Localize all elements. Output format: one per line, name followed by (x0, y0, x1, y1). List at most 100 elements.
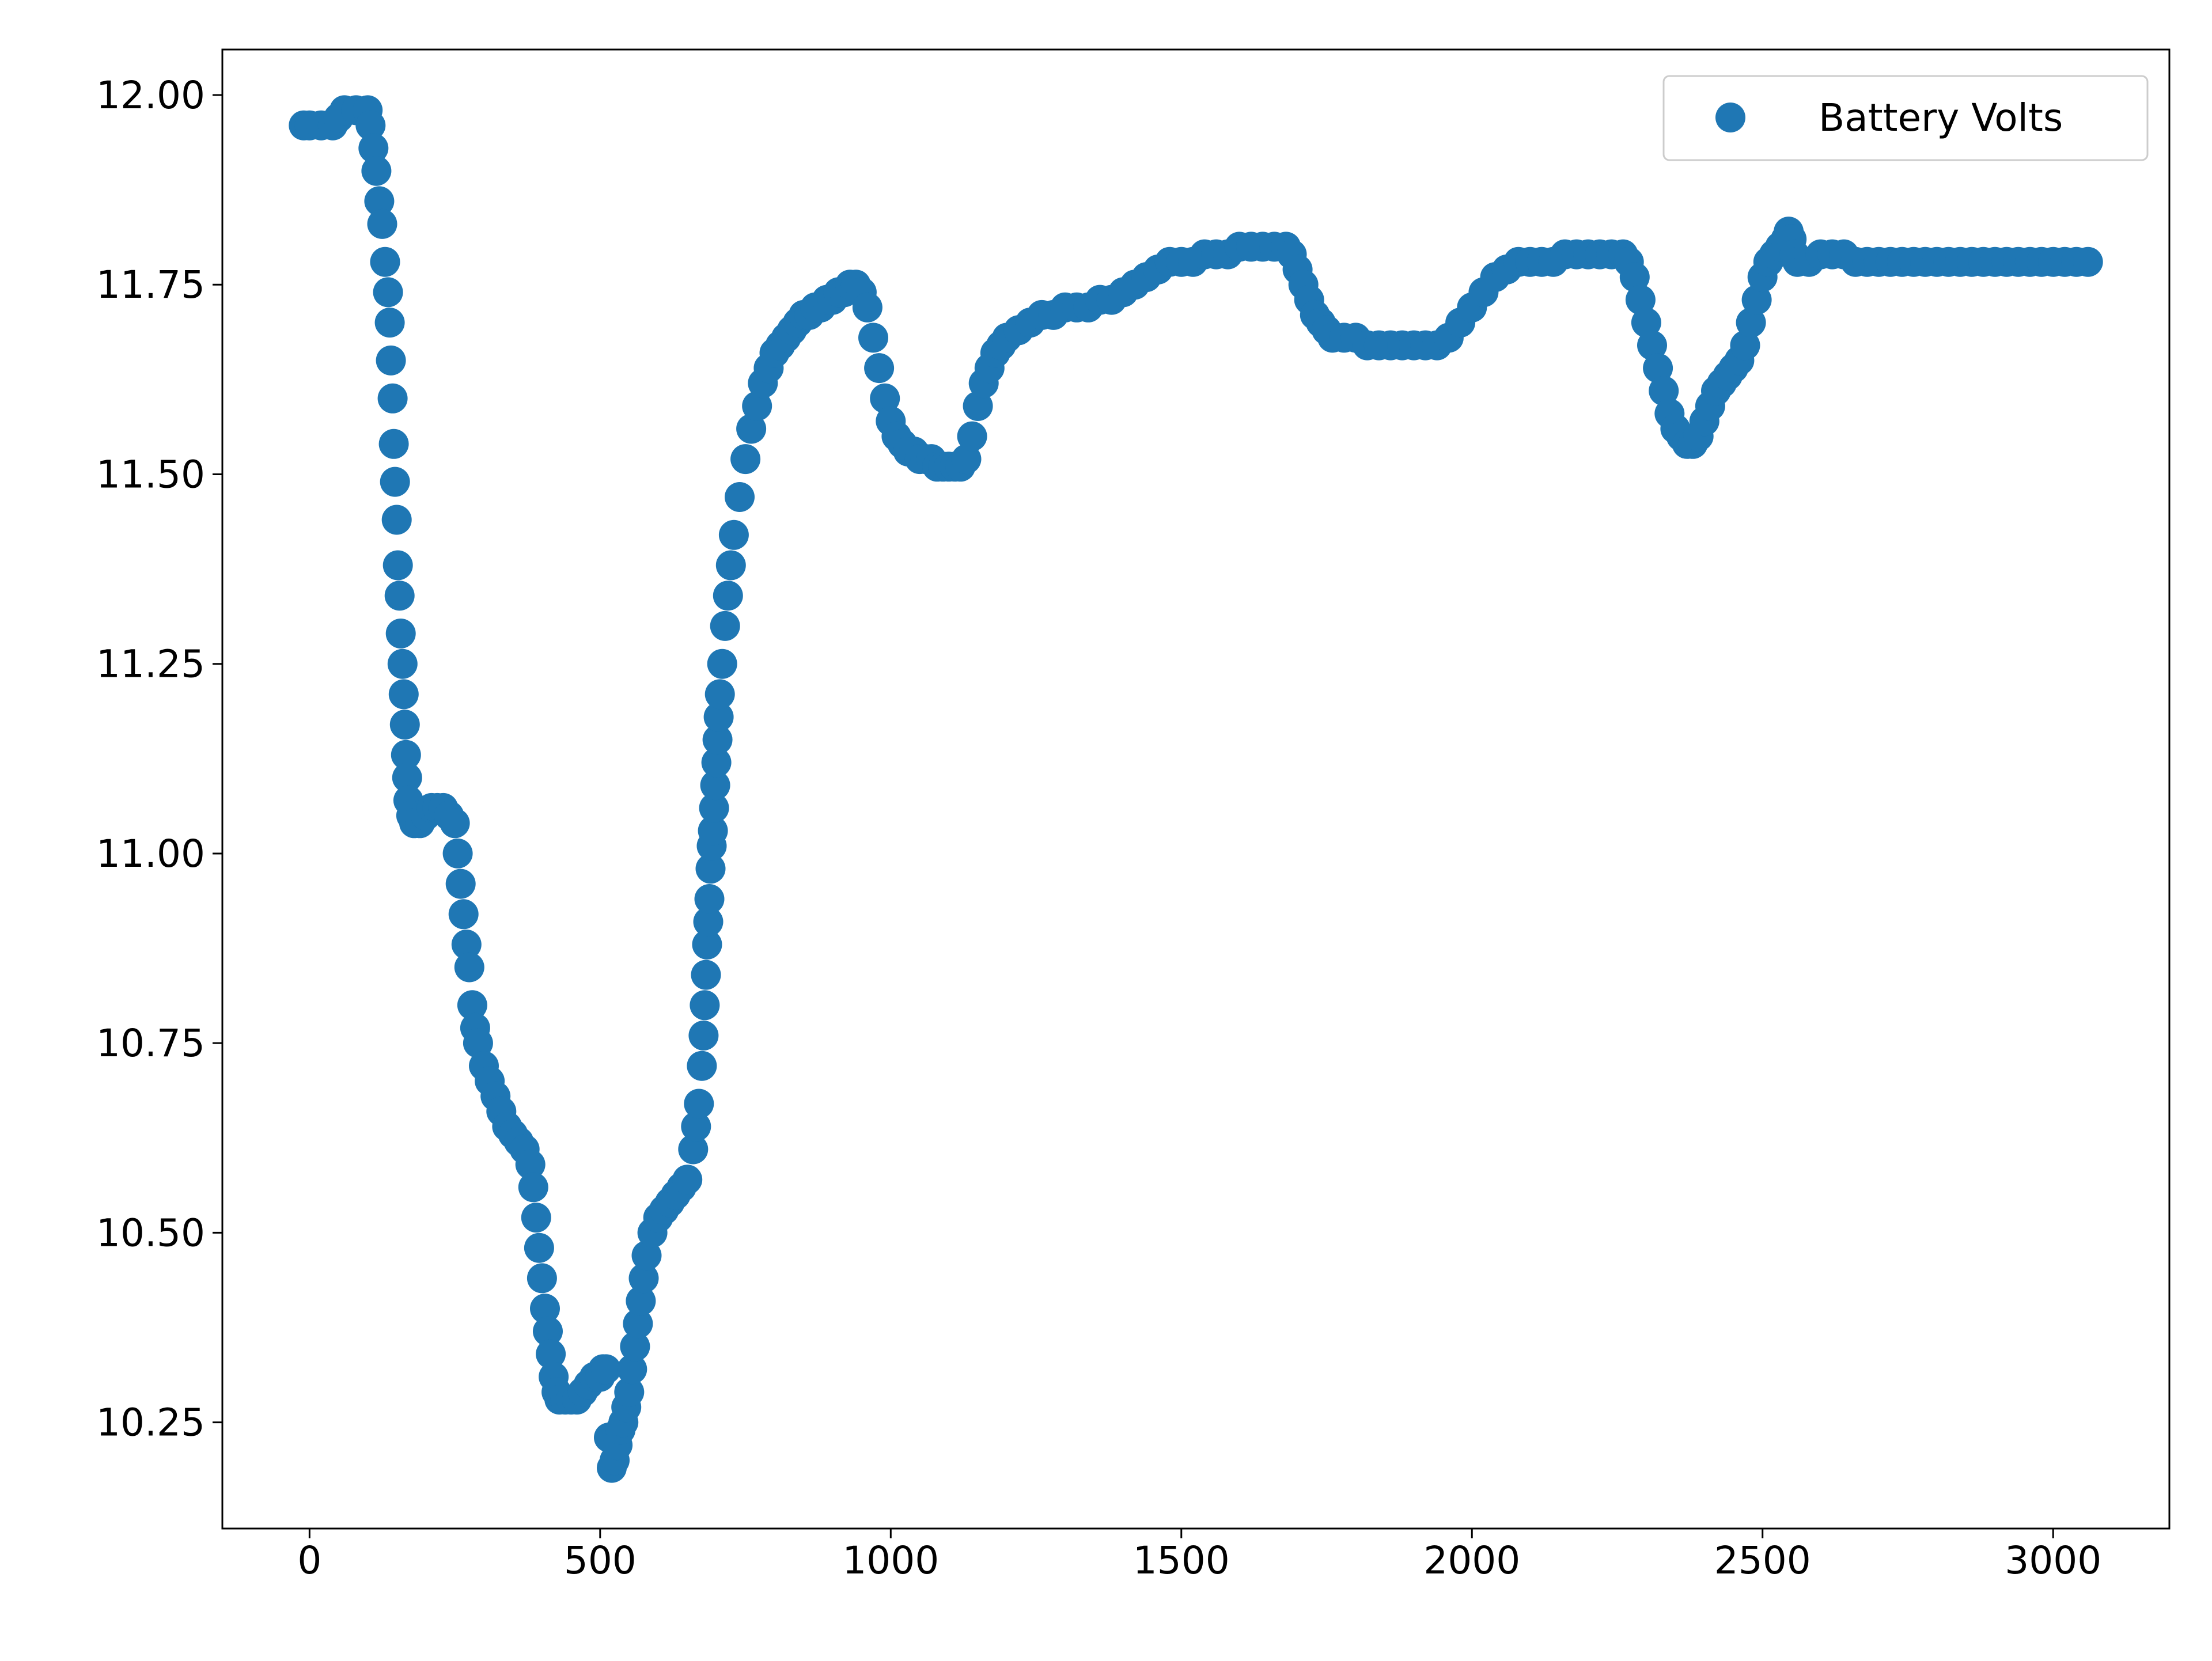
legend-label: Battery Volts (1819, 96, 2063, 140)
data-point (623, 1309, 653, 1339)
data-point (454, 952, 484, 983)
data-point (718, 519, 749, 550)
y-tick-label: 10.75 (96, 1021, 205, 1065)
data-point (2073, 247, 2103, 277)
y-tick-label: 11.50 (96, 452, 205, 496)
data-point (620, 1331, 650, 1362)
data-point (672, 1165, 703, 1195)
data-point (628, 1263, 659, 1294)
data-point (963, 391, 993, 421)
data-point (1619, 262, 1650, 293)
data-point (442, 838, 473, 869)
data-point (701, 747, 732, 778)
data-point (626, 1285, 656, 1316)
x-tick-label: 2500 (1714, 1538, 1811, 1583)
data-point (536, 1339, 566, 1370)
data-point (361, 156, 392, 186)
x-tick-label: 1500 (1133, 1538, 1230, 1583)
data-point (527, 1263, 557, 1294)
data-point (448, 899, 479, 930)
data-point (518, 1172, 548, 1203)
data-point (387, 649, 418, 679)
data-point (730, 444, 761, 475)
data-point (381, 505, 412, 535)
data-point (713, 581, 743, 611)
data-point (736, 414, 767, 444)
data-point (742, 391, 772, 421)
data-point (451, 930, 482, 960)
data-point (694, 884, 725, 914)
data-point (688, 1021, 719, 1051)
y-tick-label: 10.50 (96, 1211, 205, 1255)
data-point (684, 1089, 714, 1119)
data-point (388, 679, 419, 710)
data-point (704, 679, 735, 710)
data-point (692, 930, 722, 960)
data-point (374, 308, 405, 338)
data-point (1736, 308, 1766, 338)
data-point (691, 960, 721, 990)
data-point (631, 1240, 662, 1271)
data-point (445, 869, 476, 899)
data-point (614, 1377, 645, 1407)
y-tick-label: 11.00 (96, 832, 205, 876)
y-tick-label: 11.25 (96, 642, 205, 687)
data-point (1637, 330, 1667, 361)
data-point (378, 428, 409, 459)
data-point (715, 550, 746, 581)
data-point (690, 990, 720, 1021)
data-point (707, 649, 737, 679)
data-point (1741, 285, 1772, 315)
data-point (382, 550, 413, 581)
data-point (699, 792, 729, 823)
legend-box (1662, 75, 2149, 161)
data-point (521, 1203, 551, 1233)
y-axis: 10.25 10.50 10.75 11.00 11.25 11.50 11.75 12.00 (96, 73, 222, 1445)
data-point (1730, 330, 1760, 361)
data-point (384, 581, 415, 611)
x-tick-label: 500 (564, 1538, 637, 1583)
y-tick-label: 12.00 (96, 73, 205, 117)
data-point (355, 110, 386, 141)
data-point (700, 770, 730, 801)
data-point (533, 1316, 563, 1347)
data-point (957, 421, 987, 452)
plot-frame (221, 48, 2171, 1530)
data-point (951, 444, 982, 475)
data-point (687, 1051, 717, 1081)
data-point (864, 353, 895, 384)
data-point (1631, 308, 1661, 338)
x-tick-label: 2000 (1423, 1538, 1520, 1583)
data-point (391, 740, 421, 770)
data-point (681, 1112, 711, 1142)
y-tick-label: 11.75 (96, 263, 205, 307)
data-point (1649, 376, 1679, 406)
x-tick-label: 0 (297, 1538, 321, 1583)
data-point (380, 467, 410, 497)
data-point (385, 619, 416, 649)
data-points-layer (289, 95, 2103, 1483)
legend-marker (1715, 103, 1745, 132)
data-point (695, 854, 726, 884)
data-point (358, 133, 389, 164)
data-point (852, 292, 882, 323)
data-point (364, 186, 395, 217)
data-point (457, 990, 487, 1021)
data-point (1643, 353, 1673, 384)
data-point (698, 816, 728, 846)
data-point (702, 725, 733, 755)
legend: Battery Volts (1662, 75, 2149, 161)
data-point (725, 482, 755, 512)
data-point (440, 808, 470, 839)
data-point (710, 610, 740, 641)
data-point (693, 907, 724, 937)
data-point (515, 1149, 546, 1180)
data-point (703, 701, 734, 732)
data-point (870, 383, 900, 414)
data-point (389, 710, 420, 740)
data-point (373, 277, 403, 308)
data-point (377, 383, 408, 414)
